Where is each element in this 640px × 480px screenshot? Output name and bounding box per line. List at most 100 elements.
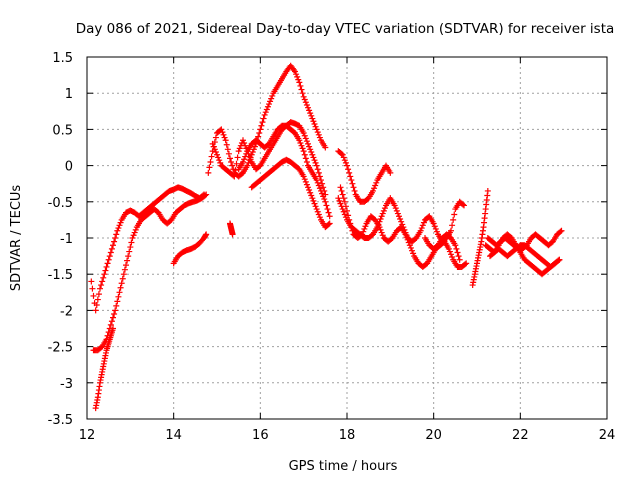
data-point — [207, 158, 214, 165]
data-point — [243, 150, 250, 157]
data-point — [316, 214, 323, 221]
data-point — [451, 211, 458, 218]
data-point — [112, 235, 119, 241]
data-point — [114, 227, 121, 234]
data-point — [205, 169, 212, 176]
data-point — [339, 191, 346, 198]
series-track-n — [469, 187, 491, 289]
data-point — [225, 150, 232, 157]
series-track-p — [484, 227, 565, 252]
data-point — [224, 146, 231, 153]
data-point — [93, 301, 100, 308]
data-point — [110, 314, 116, 321]
data-point — [249, 149, 256, 156]
data-point — [116, 289, 123, 296]
data-point — [350, 184, 357, 191]
data-point — [117, 219, 124, 226]
data-point — [99, 278, 106, 285]
data-point — [115, 293, 122, 300]
data-point — [233, 160, 240, 167]
series-track-d — [170, 231, 210, 267]
data-points — [88, 62, 565, 412]
data-point — [210, 143, 217, 150]
data-point — [404, 236, 411, 243]
data-point — [130, 232, 137, 239]
data-point — [316, 134, 323, 141]
data-point — [127, 244, 134, 251]
data-point — [242, 153, 249, 160]
data-point — [294, 73, 301, 80]
data-point — [306, 143, 313, 150]
data-point — [132, 226, 139, 233]
data-point — [454, 249, 461, 256]
data-point — [312, 159, 319, 166]
data-point — [221, 134, 228, 141]
data-point — [359, 231, 366, 238]
series-track-g — [235, 122, 333, 220]
data-point — [305, 104, 311, 111]
data-point — [348, 224, 355, 231]
data-point — [316, 173, 323, 180]
data-point — [372, 182, 379, 189]
data-point — [381, 205, 388, 212]
data-point — [360, 228, 367, 235]
data-point — [120, 271, 127, 278]
data-point — [449, 254, 456, 261]
data-point — [313, 177, 320, 184]
data-point — [324, 206, 331, 213]
data-point — [557, 228, 564, 235]
data-point — [341, 157, 348, 164]
data-point — [377, 215, 384, 222]
x-tick-label: 16 — [252, 428, 269, 443]
data-point — [314, 166, 321, 173]
data-point — [448, 251, 454, 258]
data-point — [241, 156, 248, 163]
data-point — [105, 256, 112, 263]
x-tick-label: 22 — [512, 428, 529, 443]
data-point — [313, 162, 320, 169]
data-point — [302, 178, 309, 185]
y-tick-label: -1 — [60, 232, 73, 247]
data-point — [264, 103, 271, 110]
data-point — [128, 239, 135, 246]
data-point — [301, 176, 308, 183]
data-point — [348, 177, 355, 184]
data-point — [102, 267, 109, 274]
data-point — [397, 215, 404, 222]
data-point — [419, 222, 426, 229]
data-point — [89, 285, 96, 292]
data-point — [461, 202, 467, 209]
data-point — [342, 203, 349, 210]
data-point — [318, 187, 324, 194]
data-point — [234, 154, 241, 161]
data-point — [108, 245, 115, 252]
data-point — [301, 151, 308, 158]
data-point — [202, 192, 209, 199]
series-track-i — [227, 220, 236, 238]
data-point — [230, 172, 237, 179]
data-point — [257, 126, 264, 133]
data-point — [260, 115, 267, 122]
data-point — [371, 185, 378, 192]
data-point — [316, 185, 323, 192]
data-point — [297, 139, 304, 146]
data-point — [450, 216, 457, 223]
data-point — [302, 155, 309, 162]
series-track-q — [487, 242, 563, 270]
data-point — [406, 242, 413, 249]
y-tick-label: 0 — [65, 160, 73, 175]
data-point — [299, 145, 306, 152]
data-point — [295, 76, 302, 83]
data-point — [345, 166, 352, 173]
data-point — [387, 169, 394, 176]
data-point — [112, 307, 119, 314]
series-track-b — [90, 191, 210, 354]
data-point — [409, 247, 415, 254]
data-point — [312, 123, 319, 130]
data-point — [298, 86, 305, 93]
data-point — [113, 302, 120, 309]
data-point — [255, 133, 262, 140]
data-point — [337, 200, 344, 207]
data-point — [484, 187, 491, 194]
data-point — [378, 229, 385, 236]
